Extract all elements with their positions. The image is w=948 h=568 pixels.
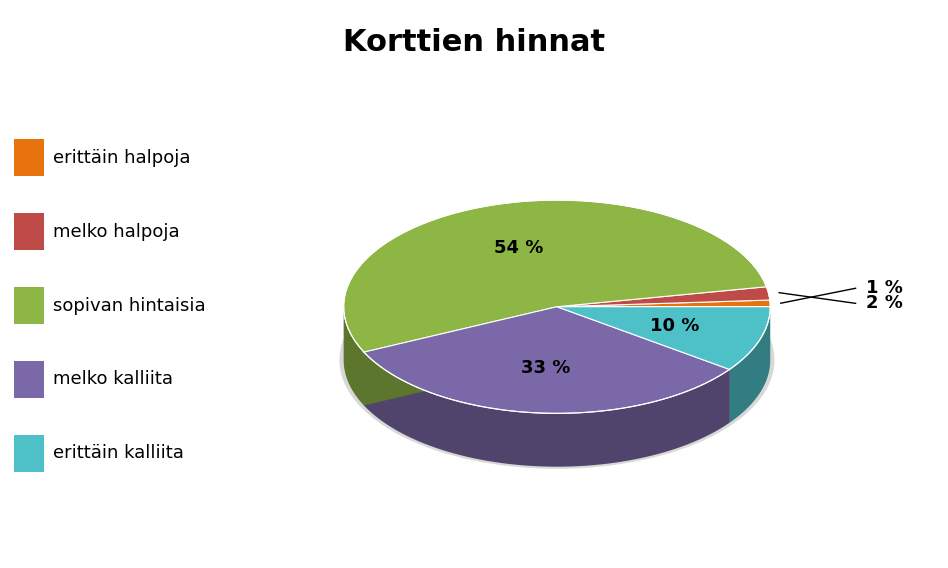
Bar xyxy=(14,139,44,176)
Text: 33 %: 33 % xyxy=(520,360,570,377)
Text: melko halpoja: melko halpoja xyxy=(53,223,179,241)
Bar xyxy=(14,361,44,398)
Polygon shape xyxy=(557,287,770,307)
Polygon shape xyxy=(364,352,730,467)
Polygon shape xyxy=(364,307,557,406)
Polygon shape xyxy=(344,307,364,406)
Polygon shape xyxy=(557,300,770,307)
Polygon shape xyxy=(557,307,730,423)
Polygon shape xyxy=(364,307,730,414)
Bar xyxy=(14,213,44,250)
Text: 2 %: 2 % xyxy=(866,294,903,312)
Bar xyxy=(14,435,44,471)
Text: Korttien hinnat: Korttien hinnat xyxy=(343,28,605,57)
Text: erittäin halpoja: erittäin halpoja xyxy=(53,149,191,167)
Bar xyxy=(14,287,44,324)
Text: erittäin kalliita: erittäin kalliita xyxy=(53,444,184,462)
Polygon shape xyxy=(344,200,767,352)
Text: 54 %: 54 % xyxy=(494,239,543,257)
Text: 10 %: 10 % xyxy=(650,317,700,335)
Polygon shape xyxy=(557,307,770,369)
Text: 1 %: 1 % xyxy=(866,279,903,297)
Polygon shape xyxy=(730,307,770,423)
Text: sopivan hintaisia: sopivan hintaisia xyxy=(53,296,206,315)
Ellipse shape xyxy=(339,251,775,469)
Text: melko kalliita: melko kalliita xyxy=(53,370,173,389)
